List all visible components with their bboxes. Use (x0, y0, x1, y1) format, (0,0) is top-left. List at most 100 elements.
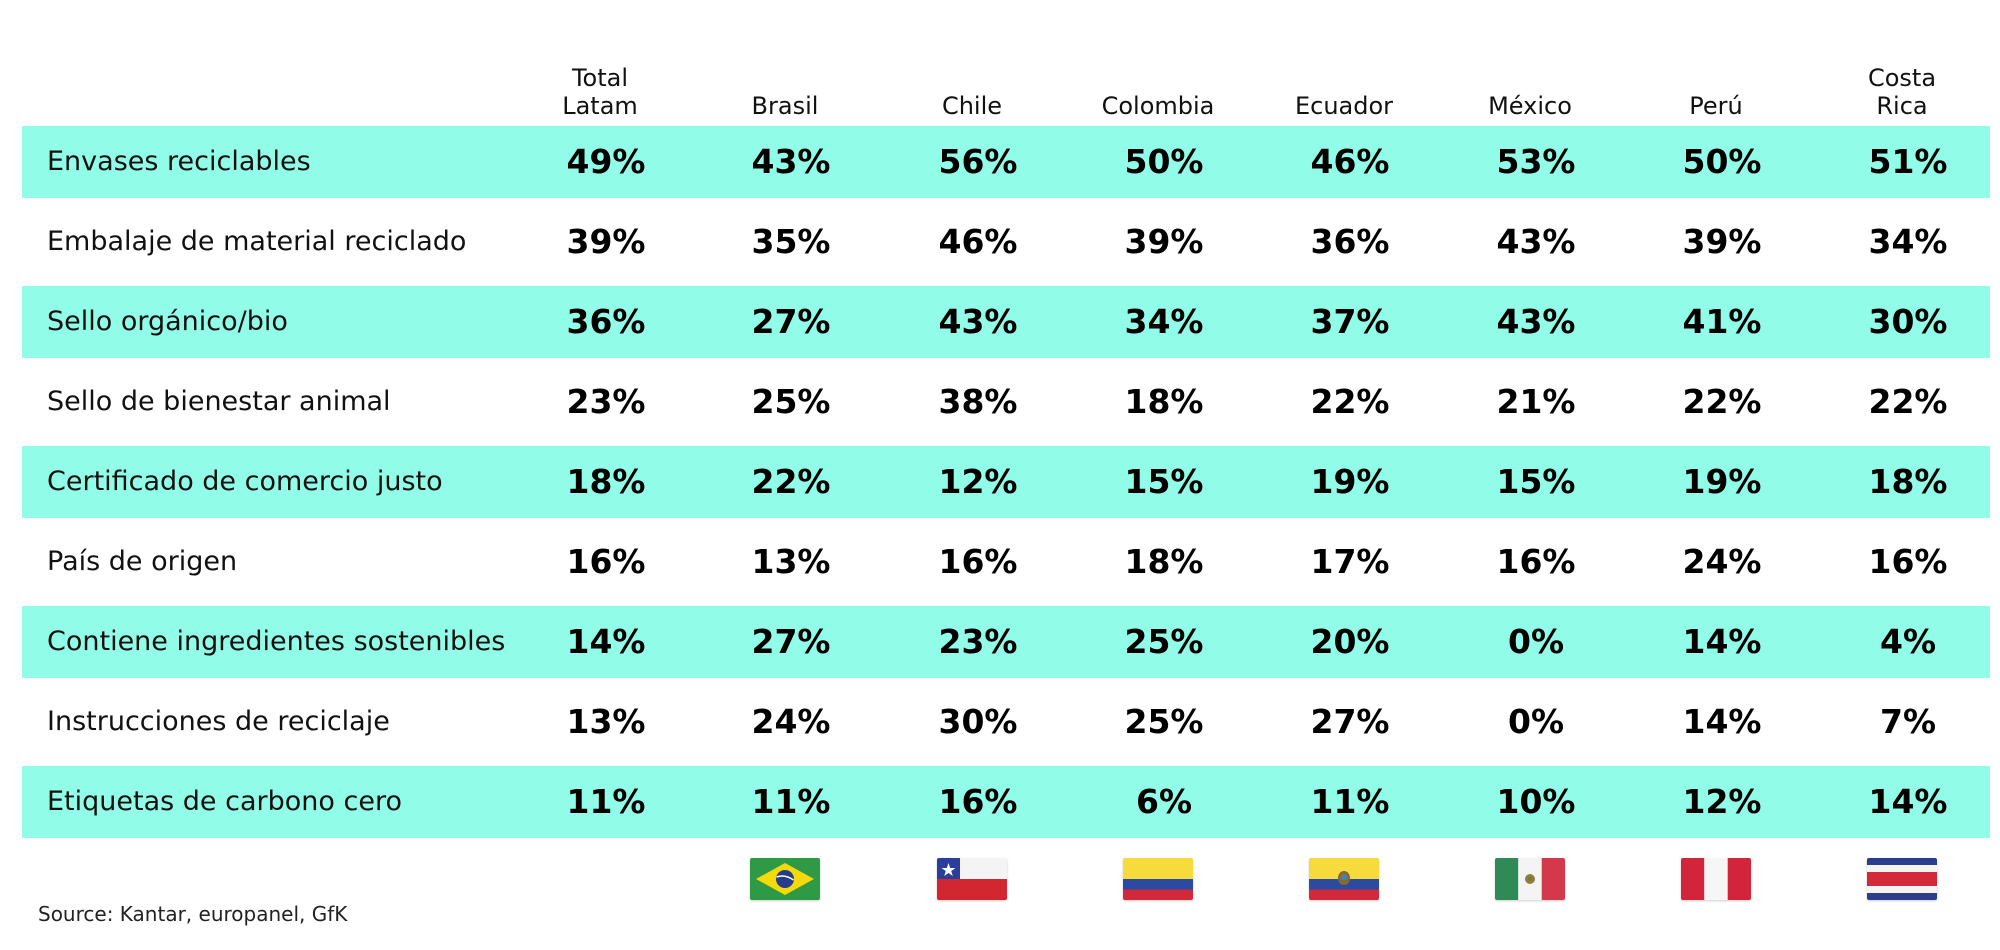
value-cell: 35% (751, 222, 831, 261)
value-cell: 25% (1124, 702, 1204, 741)
column-header: Chile (941, 92, 1003, 120)
value-cell: 7% (1879, 702, 1937, 741)
table-row: Certificado de comercio justo 18% 22% 12% 15… (22, 446, 1990, 518)
value-cell: 56% (938, 142, 1018, 181)
value-cell: 11% (751, 782, 831, 821)
value-cell: 16% (938, 542, 1018, 581)
value-cell: 15% (1496, 462, 1576, 501)
mexico-flag (1495, 858, 1565, 900)
value-cell: 13% (751, 542, 831, 581)
value-cell: 13% (566, 702, 646, 741)
value-cell: 27% (751, 302, 831, 341)
value-cell: 6% (1135, 782, 1193, 821)
value-cell: 0% (1507, 622, 1565, 661)
value-cell: 19% (1310, 462, 1390, 501)
column-header: Perú (1689, 92, 1743, 120)
value-cell: 22% (751, 462, 831, 501)
value-cell: 50% (1124, 142, 1204, 181)
peru-flag (1681, 858, 1751, 900)
row-label: Certificado de comercio justo (47, 466, 443, 497)
value-cell: 18% (1868, 462, 1948, 501)
value-cell: 20% (1310, 622, 1390, 661)
value-cell: 0% (1507, 702, 1565, 741)
value-cell: 51% (1868, 142, 1948, 181)
table-row: Etiquetas de carbono cero 11% 11% 16% 6% 11% 1… (22, 766, 1990, 838)
value-cell: 14% (1682, 622, 1762, 661)
value-cell: 11% (1310, 782, 1390, 821)
value-cell: 14% (566, 622, 646, 661)
value-cell: 43% (938, 302, 1018, 341)
value-cell: 30% (938, 702, 1018, 741)
row-label: País de origen (47, 546, 238, 577)
row-label: Sello de bienestar animal (47, 386, 391, 417)
row-label: Sello orgánico/bio (47, 306, 288, 337)
value-cell: 39% (1682, 222, 1762, 261)
value-cell: 46% (938, 222, 1018, 261)
source-note: Source: Kantar, europanel, GfK (38, 902, 348, 926)
value-cell: 16% (938, 782, 1018, 821)
value-cell: 39% (1124, 222, 1204, 261)
value-cell: 16% (566, 542, 646, 581)
value-cell: 30% (1868, 302, 1948, 341)
row-label: Contiene ingredientes sostenibles (47, 626, 506, 657)
table-row: Envases reciclables 49% 43% 56% 50% 46% 53% 50%… (22, 126, 1990, 198)
value-cell: 22% (1682, 382, 1762, 421)
value-cell: 34% (1124, 302, 1204, 341)
value-cell: 12% (1682, 782, 1762, 821)
value-cell: 24% (751, 702, 831, 741)
value-cell: 21% (1496, 382, 1576, 421)
chile-flag (937, 858, 1007, 900)
value-cell: 50% (1682, 142, 1762, 181)
table-row: Sello de bienestar animal 23% 25% 38% 18% 22%… (22, 366, 1990, 438)
value-cell: 19% (1682, 462, 1762, 501)
column-header: Ecuador (1294, 92, 1394, 120)
row-label: Envases reciclables (47, 146, 311, 177)
column-header: Colombia (1101, 92, 1215, 120)
value-cell: 46% (1310, 142, 1390, 181)
value-cell: 43% (1496, 222, 1576, 261)
value-cell: 22% (1310, 382, 1390, 421)
value-cell: 34% (1868, 222, 1948, 261)
value-cell: 25% (1124, 622, 1204, 661)
table-row: País de origen 16% 13% 16% 18% 17% 16% 24% 16% (22, 526, 1990, 598)
value-cell: 4% (1879, 622, 1937, 661)
value-cell: 49% (566, 142, 646, 181)
value-cell: 18% (566, 462, 646, 501)
column-header: México (1488, 92, 1572, 120)
row-label: Etiquetas de carbono cero (47, 786, 402, 817)
table-row: Instrucciones de reciclaje 13% 24% 30% 25% 27… (22, 686, 1990, 758)
value-cell: 27% (1310, 702, 1390, 741)
value-cell: 25% (751, 382, 831, 421)
value-cell: 15% (1124, 462, 1204, 501)
value-cell: 18% (1124, 542, 1204, 581)
table-row: Contiene ingredientes sostenibles 14% 27% 2… (22, 606, 1990, 678)
value-cell: 11% (566, 782, 646, 821)
value-cell: 36% (566, 302, 646, 341)
value-cell: 16% (1868, 542, 1948, 581)
value-cell: 22% (1868, 382, 1948, 421)
value-cell: 37% (1310, 302, 1390, 341)
value-cell: 14% (1868, 782, 1948, 821)
value-cell: 38% (938, 382, 1018, 421)
value-cell: 12% (938, 462, 1018, 501)
value-cell: 43% (751, 142, 831, 181)
value-cell: 36% (1310, 222, 1390, 261)
column-header: Costa Rica (1867, 64, 1937, 120)
value-cell: 23% (566, 382, 646, 421)
costa-rica-flag (1867, 858, 1937, 900)
column-header: Brasil (751, 92, 819, 120)
value-cell: 27% (751, 622, 831, 661)
value-cell: 24% (1682, 542, 1762, 581)
brazil-flag (750, 858, 820, 900)
value-cell: 17% (1310, 542, 1390, 581)
row-label: Embalaje de material reciclado (47, 226, 467, 257)
value-cell: 43% (1496, 302, 1576, 341)
value-cell: 18% (1124, 382, 1204, 421)
table-row: Embalaje de material reciclado 39% 35% 46% 3… (22, 206, 1990, 278)
value-cell: 53% (1496, 142, 1576, 181)
table-row: Sello orgánico/bio 36% 27% 43% 34% 37% 43% 41% 3… (22, 286, 1990, 358)
value-cell: 10% (1496, 782, 1576, 821)
row-label: Instrucciones de reciclaje (47, 706, 390, 737)
column-header: Total Latam (562, 64, 638, 120)
